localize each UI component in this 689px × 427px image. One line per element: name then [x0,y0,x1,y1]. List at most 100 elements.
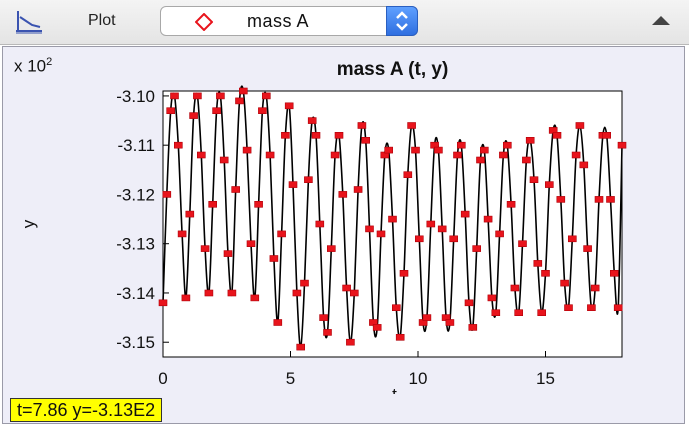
data-point-marker [476,156,485,164]
data-point-marker [411,146,420,154]
data-point-marker [349,289,359,297]
x-axis-label: t [392,385,397,394]
data-point-marker [499,151,508,159]
data-point-marker [208,201,217,208]
data-point-marker [185,210,195,218]
data-point-marker [315,220,325,228]
data-point-marker [449,235,459,243]
data-point-marker [326,245,336,252]
data-point-marker [365,225,374,233]
data-point-marker [235,97,244,105]
data-point-marker [311,132,321,139]
data-point-marker [304,176,313,183]
data-point-marker [395,333,405,341]
data-point-marker [254,201,263,208]
data-point-marker [300,279,309,287]
data-point-marker [556,196,566,203]
data-point-marker [376,230,386,238]
data-point-marker [575,122,585,129]
plot-label: Plot [88,12,116,29]
data-point-marker [617,141,627,149]
data-point-marker [223,250,233,257]
data-point-marker [250,294,260,302]
data-point-marker [564,304,573,312]
data-point-marker [197,151,206,159]
data-point-marker [464,299,474,307]
data-point-marker [525,137,535,144]
x-tick-label: 15 [536,369,555,388]
axis-multiplier: x 102 [14,56,53,76]
data-point-marker [212,107,221,115]
data-point-marker [277,230,286,238]
data-point-marker [609,270,619,277]
x-tick-label: 5 [286,369,295,388]
data-point-marker [181,294,191,302]
data-point-marker [273,319,283,326]
data-point-marker [407,122,416,129]
data-point-marker [453,151,462,159]
coordinate-readout: t=7.86 y=-3.13E2 [10,398,163,422]
data-point-marker [334,132,344,139]
data-point-marker [346,338,355,346]
data-point-marker [239,87,248,95]
data-point-marker [216,92,225,100]
y-tick-label: -3.15 [116,333,155,352]
data-point-marker [388,215,397,223]
data-point-marker [529,176,539,183]
x-tick-label: 10 [409,369,428,388]
data-point-marker [242,146,252,154]
y-axis-label: y [19,219,38,228]
data-point-marker [544,181,554,188]
data-point-marker [177,230,187,238]
data-point-marker [602,132,612,139]
data-point-marker [495,230,504,238]
data-point-marker [342,284,351,292]
plot-toolbar: Plot mass A [0,0,689,45]
data-point-marker [414,235,424,243]
data-point-marker [479,146,489,154]
data-point-marker [472,245,482,252]
data-point-marker [174,141,183,149]
y-tick-label: -3.12 [116,185,155,204]
data-point-marker [170,92,179,100]
diamond-marker-icon [195,13,213,31]
chart: 0 5 10 15 -3.10 -3.11 -3.12 -3.13 -3.14 -3.15 mass… [19,59,627,394]
chart-title: mass A (t, y) [337,59,449,80]
data-point-marker [445,319,455,326]
data-point-marker [541,270,550,277]
triangle-up-icon[interactable] [650,14,672,28]
data-point-marker [606,196,615,203]
data-point-marker [533,260,543,267]
data-point-marker [158,299,168,307]
data-point-marker [246,240,256,247]
up-down-stepper-icon[interactable] [386,6,418,36]
y-tick-label: -3.14 [116,284,155,303]
data-point-marker [353,186,363,193]
data-point-marker [594,196,604,203]
series-select[interactable]: mass A [160,6,418,36]
data-point-marker [487,294,497,302]
data-point-marker [434,146,443,154]
data-point-marker [193,92,202,100]
data-point-marker [587,304,596,312]
data-point-marker [456,141,466,149]
series-marker-group [158,87,627,351]
data-point-marker [219,156,229,164]
data-point-marker [189,112,198,119]
data-point-marker [579,161,589,169]
data-point-marker [506,201,516,208]
plot-axes-icon[interactable] [14,9,44,35]
data-point-marker [483,215,493,223]
data-point-marker [227,289,237,297]
data-point-marker [502,141,512,149]
data-point-marker [281,132,290,139]
data-point-marker [357,122,367,129]
data-point-marker [258,107,267,115]
data-point-marker [514,309,524,317]
data-point-marker [323,329,332,336]
data-point-marker [231,186,240,193]
data-point-marker [460,210,470,218]
data-point-marker [422,314,432,321]
data-point-marker [330,151,340,159]
data-point-marker [567,235,577,243]
